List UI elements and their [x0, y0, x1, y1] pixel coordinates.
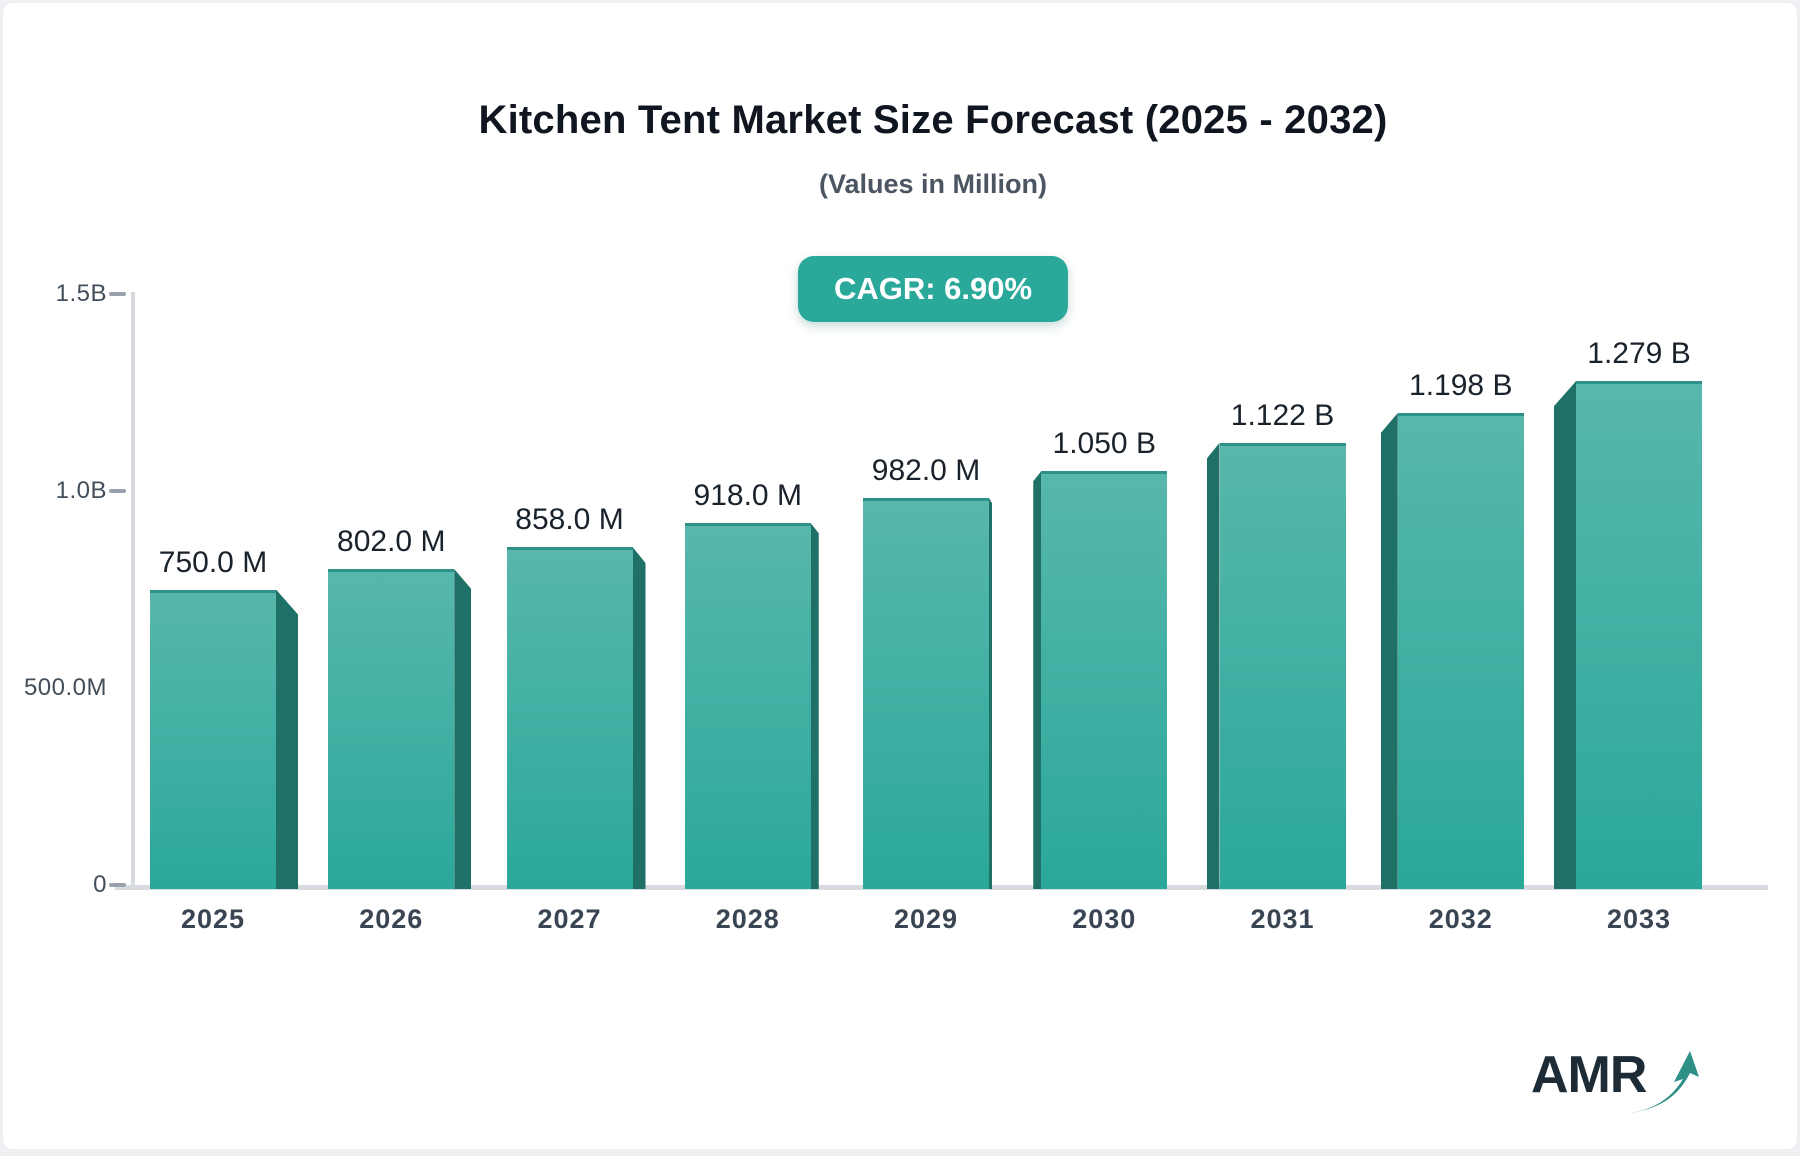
bar-2025	[150, 589, 276, 889]
y-axis-label: 1.5B	[55, 280, 107, 307]
x-axis-label: 2025	[180, 904, 246, 934]
bar-value-label: 1.279 B	[1587, 337, 1691, 371]
bar-value-label: 1.198 B	[1409, 368, 1513, 402]
x-axis-label: 2030	[1072, 904, 1137, 934]
x-axis-label: 2028	[715, 904, 780, 934]
y-axis-tick	[109, 883, 126, 887]
x-axis-label: 2032	[1428, 904, 1493, 934]
y-axis-label: 500.0M	[23, 674, 107, 701]
x-axis-label: 2029	[893, 904, 959, 934]
x-axis-label: 2027	[537, 904, 602, 934]
growth-arrow-icon	[1629, 1051, 1699, 1113]
y-axis-tick	[109, 489, 126, 493]
y-axis-label: 0	[93, 871, 107, 898]
bar-2031	[1219, 442, 1346, 889]
bar-side-2033	[1554, 381, 1576, 889]
y-axis-label: 1.0B	[55, 477, 107, 504]
chart-subtitle: (Values in Million)	[818, 169, 1048, 199]
chart-title: Kitchen Tent Market Size Forecast (2025 …	[478, 98, 1388, 142]
bar-2032	[1397, 412, 1524, 889]
bar-value-label: 802.0 M	[337, 525, 446, 558]
bar-2026	[328, 569, 455, 889]
amr-logo-text: AMR	[1531, 1046, 1647, 1104]
x-axis-label: 2026	[359, 904, 424, 934]
bar-value-label: 918.0 M	[693, 479, 802, 513]
bar-2030	[1041, 471, 1168, 889]
bar-side-2032	[1380, 412, 1398, 889]
bar-value-label: 858.0 M	[515, 502, 624, 536]
bar-2027	[506, 546, 633, 889]
bar-2033	[1576, 381, 1702, 889]
bar-side-2026	[454, 569, 472, 889]
x-axis-label: 2033	[1606, 904, 1672, 934]
y-axis-line	[131, 292, 135, 890]
chart-card: Kitchen Tent Market Size Forecast (2025 …	[3, 3, 1797, 1149]
y-axis-tick	[109, 292, 126, 296]
bar-2029	[863, 498, 989, 889]
bar-side-2027	[632, 546, 646, 889]
bar-side-2025	[276, 589, 298, 889]
bar-value-label: 1.050 B	[1052, 427, 1156, 461]
amr-logo: AMR	[1531, 1039, 1711, 1119]
bar-side-2029	[989, 498, 992, 889]
bar-value-label: 982.0 M	[871, 454, 981, 488]
bar-side-2031	[1206, 442, 1220, 889]
cagr-badge: CAGR: 6.90%	[797, 256, 1069, 322]
bar-side-2030	[1033, 471, 1042, 889]
bar-2028	[684, 523, 811, 889]
bar-value-label: 750.0 M	[158, 545, 268, 579]
x-axis-label: 2031	[1250, 904, 1315, 934]
bar-side-2028	[810, 523, 819, 889]
bar-value-label: 1.122 B	[1230, 398, 1335, 432]
